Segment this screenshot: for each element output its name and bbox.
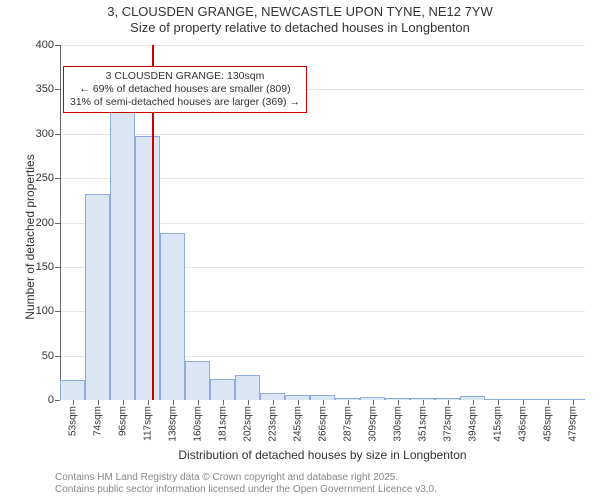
histogram-bar: [460, 396, 485, 400]
histogram-bar: [185, 361, 210, 400]
xtick-mark: [173, 400, 174, 405]
histogram-bar: [560, 399, 585, 400]
histogram-bar: [60, 380, 85, 400]
histogram-bar: [135, 136, 160, 400]
histogram-bar: [410, 398, 435, 400]
xtick-mark: [298, 400, 299, 405]
annotation-line: 3 CLOUSDEN GRANGE: 130sqm: [70, 70, 300, 83]
histogram-bar: [285, 395, 310, 400]
page-subtitle: Size of property relative to detached ho…: [0, 20, 600, 36]
xtick-mark: [223, 400, 224, 405]
ytick-label: 200: [36, 217, 54, 229]
xtick-label: 266sqm: [317, 406, 328, 442]
histogram-bar: [210, 379, 235, 400]
annotation-line: ← 69% of detached houses are smaller (80…: [70, 83, 300, 96]
xtick-label: 479sqm: [567, 406, 578, 442]
xtick-mark: [248, 400, 249, 405]
xtick-label: 245sqm: [292, 406, 303, 442]
histogram-bar: [310, 395, 335, 400]
xtick-label: 181sqm: [217, 406, 228, 442]
footnote-line-2: Contains public sector information licen…: [55, 484, 585, 496]
ytick-mark: [55, 400, 60, 401]
xtick-mark: [523, 400, 524, 405]
y-axis-line: [60, 45, 61, 400]
histogram-bar: [485, 399, 510, 400]
ytick-label: 150: [36, 261, 54, 273]
xtick-label: 160sqm: [192, 406, 203, 442]
histogram-bar: [85, 194, 110, 400]
xtick-mark: [123, 400, 124, 405]
xtick-mark: [473, 400, 474, 405]
xtick-mark: [348, 400, 349, 405]
histogram-bar: [360, 397, 385, 400]
ytick-label: 300: [36, 128, 54, 140]
page-title: 3, CLOUSDEN GRANGE, NEWCASTLE UPON TYNE,…: [0, 4, 600, 20]
histogram-bar: [535, 399, 560, 400]
gridline: [60, 45, 585, 46]
xtick-mark: [273, 400, 274, 405]
xtick-label: 287sqm: [342, 406, 353, 442]
annotation-line: 31% of semi-detached houses are larger (…: [70, 96, 300, 109]
histogram-bar: [235, 375, 260, 400]
xtick-label: 53sqm: [67, 406, 78, 436]
ytick-label: 400: [36, 39, 54, 51]
ytick-label: 0: [48, 394, 54, 406]
xtick-label: 436sqm: [517, 406, 528, 442]
ytick-label: 250: [36, 172, 54, 184]
xtick-label: 96sqm: [117, 406, 128, 436]
xtick-label: 458sqm: [542, 406, 553, 442]
histogram-bar: [335, 398, 360, 400]
xtick-mark: [323, 400, 324, 405]
xtick-label: 74sqm: [92, 406, 103, 436]
annotation-box: 3 CLOUSDEN GRANGE: 130sqm← 69% of detach…: [63, 66, 307, 113]
histogram-bar: [260, 393, 285, 400]
xtick-label: 138sqm: [167, 406, 178, 442]
histogram-bar: [435, 398, 460, 400]
ytick-label: 100: [36, 305, 54, 317]
ytick-label: 350: [36, 83, 54, 95]
xtick-label: 309sqm: [367, 406, 378, 442]
histogram-bar: [110, 109, 135, 400]
histogram-bar: [385, 398, 410, 400]
xtick-label: 202sqm: [242, 406, 253, 442]
xtick-mark: [373, 400, 374, 405]
xtick-mark: [548, 400, 549, 405]
histogram-bar: [510, 399, 535, 400]
xtick-mark: [498, 400, 499, 405]
histogram-bar: [160, 233, 185, 400]
xtick-mark: [148, 400, 149, 405]
x-axis-label: Distribution of detached houses by size …: [60, 448, 585, 462]
xtick-label: 117sqm: [142, 406, 153, 441]
ytick-label: 50: [42, 350, 54, 362]
xtick-mark: [98, 400, 99, 405]
xtick-mark: [448, 400, 449, 405]
xtick-label: 351sqm: [417, 406, 428, 442]
xtick-mark: [198, 400, 199, 405]
xtick-mark: [423, 400, 424, 405]
xtick-mark: [398, 400, 399, 405]
xtick-label: 394sqm: [467, 406, 478, 442]
chart-plot-area: 05010015020025030035040053sqm74sqm96sqm1…: [60, 45, 585, 400]
xtick-label: 223sqm: [267, 406, 278, 442]
xtick-mark: [73, 400, 74, 405]
footnote-line-1: Contains HM Land Registry data © Crown c…: [55, 472, 585, 484]
xtick-mark: [573, 400, 574, 405]
xtick-label: 415sqm: [492, 406, 503, 442]
xtick-label: 372sqm: [442, 406, 453, 442]
xtick-label: 330sqm: [392, 406, 403, 442]
